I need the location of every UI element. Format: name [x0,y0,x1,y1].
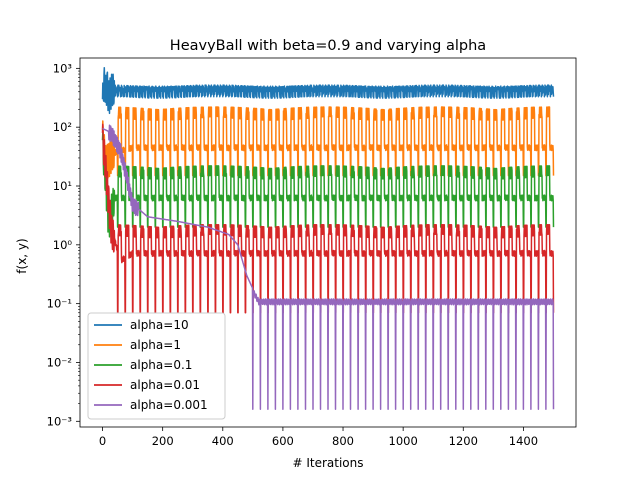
legend-label-1: alpha=1 [130,338,181,352]
y-tick-label: 10⁰ [53,238,73,252]
x-tick-label: 0 [99,434,106,448]
y-tick-label: 10⁻¹ [47,297,72,311]
y-tick-label: 10⁻² [47,355,72,369]
legend-label-3: alpha=0.01 [130,378,200,392]
x-tick-label: 800 [332,434,354,448]
x-tick-label: 600 [272,434,294,448]
x-tick-label: 1200 [449,434,478,448]
legend-label-0: alpha=10 [130,318,189,332]
y-axis-label: f(x, y) [15,238,29,273]
series-line-0 [101,66,555,115]
legend: alpha=10 alpha=1 alpha=0.1 alpha=0.01 alpha=… [87,312,226,420]
x-tick-label: 400 [212,434,234,448]
series-line-4 [102,124,555,411]
x-tick-label: 200 [152,434,174,448]
series-line-2 [101,131,555,238]
legend-box [87,312,226,420]
x-tick-label: 1400 [509,434,538,448]
y-tick-label: 10⁻³ [47,414,73,428]
chart-title: HeavyBall with beta=0.9 and varying alph… [170,38,486,54]
legend-label-2: alpha=0.1 [130,358,192,372]
axes: 0 200 400 600 800 1000 1200 1400 10⁻³ 10⁻² 10⁻¹ 10⁰… [47,57,577,448]
x-tick-label: 1000 [389,434,418,448]
y-tick-label: 10³ [53,61,73,75]
x-axis-label: # Iterations [292,456,363,470]
legend-label-4: alpha=0.001 [130,398,208,412]
y-tick-label: 10² [53,120,72,134]
y-tick-label: 10¹ [53,179,72,193]
plot-frame [79,57,577,428]
